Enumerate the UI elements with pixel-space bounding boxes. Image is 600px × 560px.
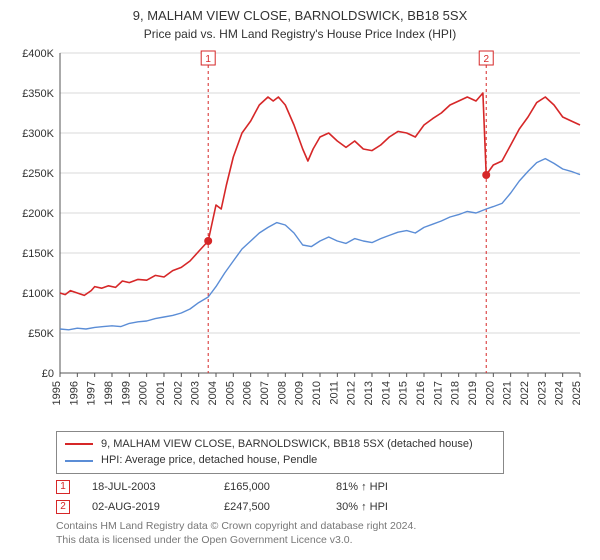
svg-text:2003: 2003	[190, 381, 202, 405]
line-chart: £0 £50K £100K £150K £200K £250K £300K £350K £400…	[12, 47, 588, 425]
event-pct: 30% ↑ HPI	[336, 501, 446, 513]
svg-text:2008: 2008	[276, 381, 288, 405]
svg-text:2011: 2011	[328, 381, 340, 405]
svg-text:2022: 2022	[519, 381, 531, 405]
svg-text:1: 1	[205, 54, 211, 65]
svg-text:2: 2	[483, 54, 489, 65]
event-row: 1 18-JUL-2003 £165,000 81% ↑ HPI	[56, 480, 588, 494]
svg-text:2012: 2012	[346, 381, 358, 405]
svg-text:2018: 2018	[450, 381, 462, 405]
svg-text:£250K: £250K	[22, 168, 54, 180]
svg-text:2019: 2019	[467, 381, 479, 405]
svg-text:2005: 2005	[224, 381, 236, 405]
svg-text:1999: 1999	[120, 381, 132, 405]
svg-text:£150K: £150K	[22, 248, 54, 260]
svg-text:2007: 2007	[259, 381, 271, 405]
legend-item: HPI: Average price, detached house, Pend…	[65, 452, 495, 469]
svg-text:1996: 1996	[68, 381, 80, 405]
event-pct: 81% ↑ HPI	[336, 481, 446, 493]
svg-text:2002: 2002	[172, 381, 184, 405]
svg-text:£50K: £50K	[28, 328, 54, 340]
svg-text:2020: 2020	[484, 381, 496, 405]
svg-text:2017: 2017	[432, 381, 444, 405]
event-marker: 1	[56, 480, 70, 494]
svg-text:2023: 2023	[536, 381, 548, 405]
svg-text:1995: 1995	[51, 381, 63, 405]
chart-title: 9, MALHAM VIEW CLOSE, BARNOLDSWICK, BB18…	[12, 8, 588, 25]
svg-text:£350K: £350K	[22, 88, 54, 100]
legend-item: 9, MALHAM VIEW CLOSE, BARNOLDSWICK, BB18…	[65, 436, 495, 453]
legend-box: 9, MALHAM VIEW CLOSE, BARNOLDSWICK, BB18…	[56, 431, 504, 474]
footer-line-2: This data is licensed under the Open Gov…	[56, 534, 588, 548]
svg-text:2024: 2024	[554, 381, 566, 405]
svg-text:1998: 1998	[103, 381, 115, 405]
event-marker: 2	[56, 500, 70, 514]
svg-text:£0: £0	[42, 368, 54, 380]
legend-label: HPI: Average price, detached house, Pend…	[101, 452, 317, 469]
svg-text:£400K: £400K	[22, 48, 54, 60]
chart-area: £0 £50K £100K £150K £200K £250K £300K £350K £400…	[12, 47, 588, 425]
svg-text:2015: 2015	[398, 381, 410, 405]
svg-text:2009: 2009	[294, 381, 306, 405]
legend-swatch	[65, 460, 93, 462]
event-date: 18-JUL-2003	[92, 481, 202, 493]
svg-text:2010: 2010	[311, 381, 323, 405]
svg-text:£100K: £100K	[22, 288, 54, 300]
svg-text:2001: 2001	[155, 381, 167, 405]
svg-text:2013: 2013	[363, 381, 375, 405]
footer-attribution: Contains HM Land Registry data © Crown c…	[56, 520, 588, 547]
svg-text:2004: 2004	[207, 381, 219, 405]
event-table: 1 18-JUL-2003 £165,000 81% ↑ HPI 2 02-AUG-201…	[56, 480, 588, 514]
legend-label: 9, MALHAM VIEW CLOSE, BARNOLDSWICK, BB18…	[101, 436, 473, 453]
event-row: 2 02-AUG-2019 £247,500 30% ↑ HPI	[56, 500, 588, 514]
event-price: £165,000	[224, 481, 314, 493]
svg-text:£300K: £300K	[22, 128, 54, 140]
event-date: 02-AUG-2019	[92, 501, 202, 513]
svg-text:1997: 1997	[86, 381, 98, 405]
footer-line-1: Contains HM Land Registry data © Crown c…	[56, 520, 588, 534]
svg-text:2021: 2021	[502, 381, 514, 405]
svg-text:2025: 2025	[571, 381, 583, 405]
svg-text:2006: 2006	[242, 381, 254, 405]
event-price: £247,500	[224, 501, 314, 513]
chart-subtitle: Price paid vs. HM Land Registry's House …	[12, 27, 588, 41]
legend-swatch	[65, 443, 93, 445]
svg-text:2014: 2014	[380, 381, 392, 405]
svg-text:2016: 2016	[415, 381, 427, 405]
svg-text:2000: 2000	[138, 381, 150, 405]
svg-text:£200K: £200K	[22, 208, 54, 220]
